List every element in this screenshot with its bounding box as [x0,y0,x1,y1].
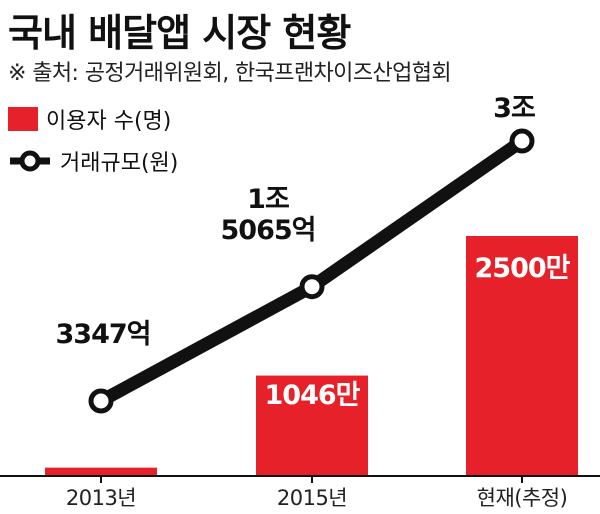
legend-label-users: 이용자 수(명) [46,109,172,134]
legend-item-users: 이용자 수(명) [8,104,171,134]
bar-1 [256,375,368,476]
volume-line [94,134,529,408]
category-label-1: 2015년 [277,486,347,510]
bar-value-label-2: 2500만 [475,253,571,284]
source-note: ※ 출처: 공정거래위원회, 한국프랜차이즈산업협회 [8,61,452,86]
bar-value-label-0: 87만 [71,414,132,445]
category-label-2: 현재(추정) [477,486,568,510]
bar-0 [45,467,157,476]
line-value-label-0: 3347억 [56,319,151,350]
bar-2 [466,236,578,476]
category-label-0: 2013년 [66,486,136,510]
line-marker-1 [299,274,325,300]
line-value-label-2: 3조 [493,93,535,124]
line-marker-0 [88,388,114,414]
legend-label-volume: 거래규모(원) [60,151,179,176]
chart-title: 국내 배달앱 시장 현황 [8,11,351,55]
bar-value-label-1: 1046만 [265,380,361,411]
line-value-label-1: 1조 5065억 [221,184,316,246]
legend-swatch-line [10,150,50,172]
legend-swatch-bar [8,107,38,131]
legend-item-volume: 거래규모(원) [8,146,178,176]
line-marker-2 [509,128,535,154]
